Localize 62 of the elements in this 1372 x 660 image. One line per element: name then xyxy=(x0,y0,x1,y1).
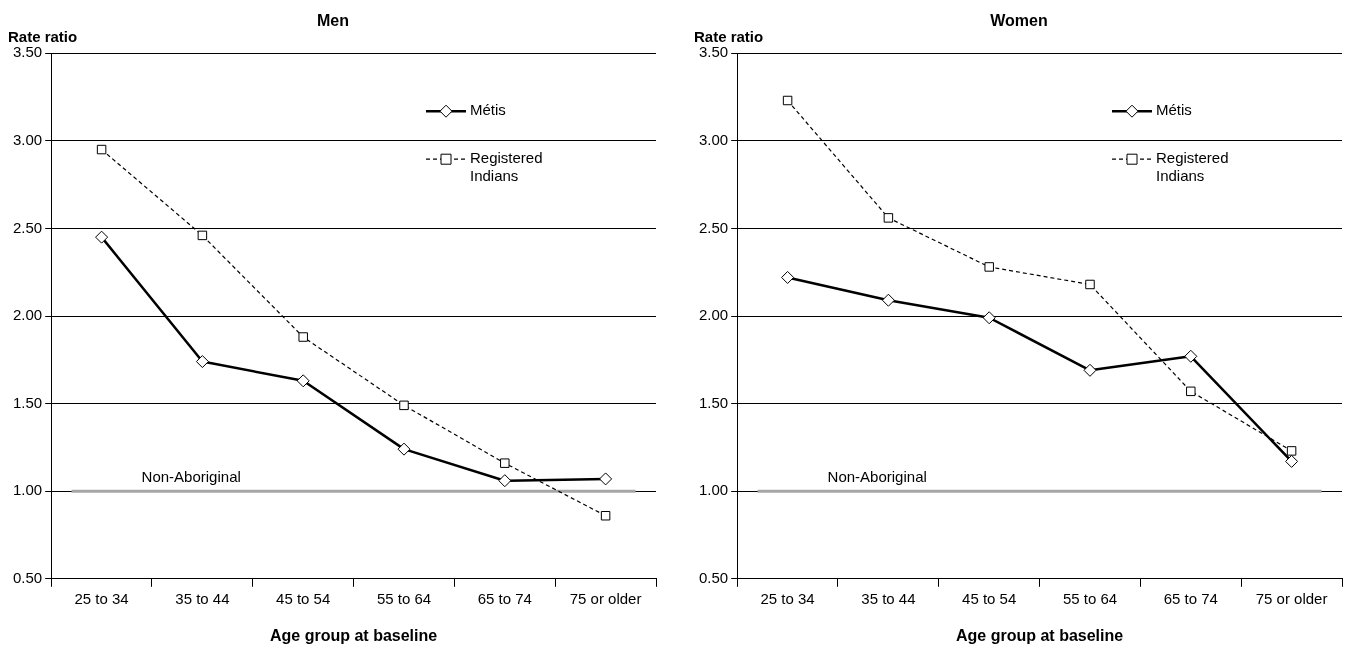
x-tick-label: 65 to 74 xyxy=(477,589,532,607)
chart-title: Men xyxy=(317,12,349,30)
point xyxy=(1286,446,1297,456)
point xyxy=(197,230,208,241)
point xyxy=(195,355,209,369)
point xyxy=(881,293,895,307)
x-axis-title: Age group at baseline xyxy=(956,626,1124,644)
y-tick-label: 1.50 xyxy=(12,393,43,411)
point xyxy=(782,95,793,106)
point xyxy=(500,458,510,468)
x-tick-label: 35 to 44 xyxy=(861,589,916,607)
point xyxy=(1083,363,1097,377)
y-tick-label: 3.00 xyxy=(698,130,729,148)
x-tick-label: 25 to 34 xyxy=(760,589,815,607)
y-tick-label: 1.00 xyxy=(12,481,43,499)
x-tick-label: 65 to 74 xyxy=(1163,589,1218,607)
y-tick-label: 3.00 xyxy=(12,130,43,148)
y-tick-label: 0.50 xyxy=(12,568,43,586)
x-tick-label: 35 to 44 xyxy=(175,589,230,607)
x-tick-label: 55 to 64 xyxy=(376,589,432,607)
y-tick-label: 2.50 xyxy=(12,218,43,236)
ref-line-label: Non-Aboriginal xyxy=(827,467,927,485)
legend-label: Registered Indians xyxy=(1156,149,1229,185)
y-tick-label: 1.50 xyxy=(698,393,729,411)
x-tick-label: 75 or older xyxy=(569,589,642,607)
y-axis-title: Rate ratio xyxy=(694,27,764,45)
y-tick-label: 3.50 xyxy=(12,43,43,61)
point xyxy=(600,510,611,521)
point xyxy=(397,442,411,456)
point xyxy=(1285,454,1299,468)
point xyxy=(298,332,308,342)
x-tick-label: 45 to 54 xyxy=(962,589,1017,607)
legend-label: Registered Indians xyxy=(470,149,543,185)
x-axis-title: Age group at baseline xyxy=(270,626,438,644)
y-tick-label: 1.00 xyxy=(698,481,729,499)
point xyxy=(984,262,994,272)
point xyxy=(498,474,512,488)
y-tick-label: 3.50 xyxy=(698,43,729,61)
y-tick-label: 2.50 xyxy=(698,218,729,236)
point xyxy=(296,374,310,388)
point xyxy=(1186,386,1196,397)
chart-title: Women xyxy=(990,12,1048,30)
legend-label: Métis xyxy=(470,101,506,119)
point xyxy=(1085,279,1095,290)
point xyxy=(96,144,107,155)
point xyxy=(399,400,409,411)
x-tick-label: 45 to 54 xyxy=(276,589,331,607)
x-tick-label: 25 to 34 xyxy=(74,589,129,607)
point xyxy=(95,230,109,244)
point xyxy=(982,311,996,325)
ref-line-label: Non-Aboriginal xyxy=(141,467,241,485)
y-tick-label: 2.00 xyxy=(12,306,43,324)
x-tick-label: 55 to 64 xyxy=(1062,589,1118,607)
legend-label: Métis xyxy=(1156,101,1192,119)
x-tick-label: 75 or older xyxy=(1255,589,1328,607)
point xyxy=(1184,349,1198,363)
point xyxy=(599,472,613,486)
y-tick-label: 2.00 xyxy=(698,306,729,324)
y-tick-label: 0.50 xyxy=(698,568,729,586)
y-axis-title: Rate ratio xyxy=(8,27,78,45)
point xyxy=(781,270,795,284)
point xyxy=(883,213,894,223)
